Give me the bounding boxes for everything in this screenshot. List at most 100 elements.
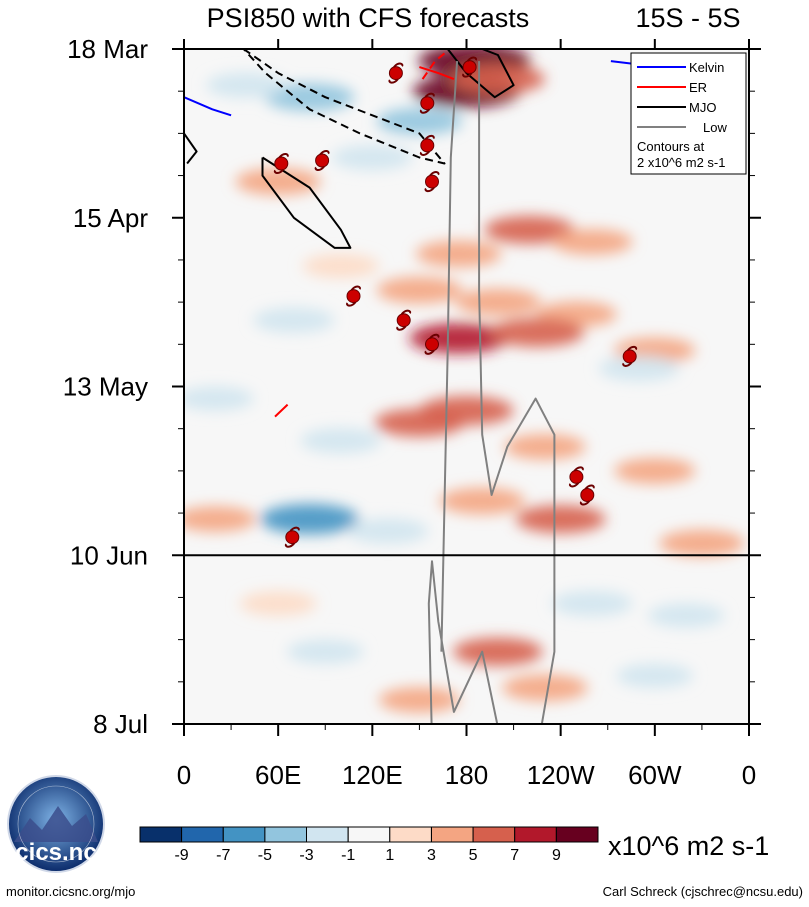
colorbar-level-label-5: 1 xyxy=(385,847,394,864)
colorbar-level-label-4: -1 xyxy=(341,847,355,864)
legend: Kelvin ER MJO Low Contours at 2 x10^6 m2… xyxy=(630,52,747,175)
anomaly-blob-22 xyxy=(374,408,465,437)
colorbar-segment-4 xyxy=(306,826,349,843)
storm-arm-top xyxy=(350,285,361,291)
colorbar-segment-10 xyxy=(555,826,599,843)
x-tick-label-1: 60E xyxy=(255,760,301,790)
anomaly-blob-9 xyxy=(551,229,633,255)
tropical-storm-symbol-2 xyxy=(419,134,435,156)
anomaly-blob-11 xyxy=(302,253,380,279)
legend-note-line-1: Contours at xyxy=(637,139,705,154)
storm-arm-top xyxy=(424,134,435,141)
anomaly-blob-10 xyxy=(415,240,502,268)
y-tick-label-1: 15 Apr xyxy=(73,203,149,233)
anomaly-blob-34 xyxy=(647,603,725,628)
storm-eye xyxy=(425,337,439,352)
storm-arm-bottom xyxy=(622,361,633,367)
tropical-storm-symbol-12 xyxy=(579,484,595,506)
anomaly-blob-19 xyxy=(598,355,680,382)
anomaly-blob-13 xyxy=(455,288,541,316)
colorbar-segment-8 xyxy=(472,826,516,843)
x-tick-label-6: 0 xyxy=(742,760,756,790)
tropical-storm-symbol-8 xyxy=(396,309,412,331)
storm-eye xyxy=(274,156,289,171)
tropical-storm-symbol-1 xyxy=(419,92,435,114)
anomaly-blob-6 xyxy=(376,107,463,135)
x-tick-label-5: 60W xyxy=(628,760,682,790)
colorbar-level-label-3: -3 xyxy=(299,847,313,864)
contour-low-9 xyxy=(440,61,459,652)
storm-arm-top xyxy=(278,153,289,159)
legend-box xyxy=(630,52,747,175)
legend-er-label: ER xyxy=(689,80,707,95)
anomaly-blob-31 xyxy=(184,506,256,532)
storm-eye xyxy=(569,469,584,484)
colorbar-level-label-8: 7 xyxy=(510,847,519,864)
storm-arm-top xyxy=(319,150,330,156)
contour-kelvin-0 xyxy=(184,96,232,117)
colorbar-segment-1 xyxy=(181,826,224,843)
tropical-storm-symbol-3 xyxy=(424,171,440,193)
storm-eye xyxy=(388,66,403,81)
legend-note-line-2: 2 x10^6 m2 s-1 xyxy=(637,155,725,170)
legend-mjo-label: MJO xyxy=(689,100,716,115)
storm-arm-bottom xyxy=(424,186,435,193)
storm-arm-top xyxy=(400,309,412,315)
x-tick-label-0: 0 xyxy=(177,760,191,790)
x-tick-label-2: 120E xyxy=(342,760,403,790)
storm-arm-bottom xyxy=(462,72,473,78)
colorbar-segment-0 xyxy=(139,826,183,843)
y-tick-label-4: 8 Jul xyxy=(93,709,148,739)
logo-ring xyxy=(17,785,95,863)
colorbar-segment-3 xyxy=(264,826,307,843)
colorbar-level-label-1: -7 xyxy=(216,847,230,864)
legend-kelvin-label: Kelvin xyxy=(689,60,724,75)
anomaly-blob-30 xyxy=(659,529,745,557)
storm-arm-bottom xyxy=(579,500,591,506)
y-tick-label-2: 13 May xyxy=(63,372,148,402)
y-tick-label-0: 18 Mar xyxy=(67,34,148,64)
storm-arm-bottom xyxy=(419,108,431,114)
colorbar-level-label-6: 3 xyxy=(427,847,436,864)
x-axis: 0 60E 120E 180 120W 60W 0 xyxy=(177,39,756,790)
anomaly-blob-24 xyxy=(300,427,382,454)
storm-eye xyxy=(622,349,637,364)
contour-mjo-8 xyxy=(261,156,352,249)
storm-arm-top xyxy=(393,62,404,68)
colorbar-segment-2 xyxy=(222,826,266,843)
colorbar-segment-5 xyxy=(347,826,391,843)
storm-arm-bottom xyxy=(424,349,435,355)
anomaly-blob-28 xyxy=(260,503,359,535)
storm-eye xyxy=(396,313,411,328)
storm-arm-bottom xyxy=(388,78,399,84)
storm-eye xyxy=(425,174,439,189)
anomaly-blob-29 xyxy=(347,518,429,544)
storm-arm-top xyxy=(584,484,595,490)
tropical-storm-symbol-13 xyxy=(284,526,300,548)
x-tick-label-3: 180 xyxy=(445,760,488,790)
contour-mjo-5 xyxy=(242,49,446,165)
anomaly-blob-37 xyxy=(378,687,460,713)
anomaly-blob-26 xyxy=(439,487,525,515)
storm-arm-bottom xyxy=(396,325,407,331)
anomaly-field xyxy=(184,49,745,713)
anomaly-blob-39 xyxy=(616,663,694,688)
anomaly-blob-27 xyxy=(515,505,606,534)
footer-url: monitor.cicsnc.org/mjo xyxy=(6,884,135,899)
tropical-storm-symbol-0 xyxy=(388,62,404,84)
anomaly-blob-20 xyxy=(184,386,254,411)
tropical-storm-symbol-9 xyxy=(424,333,440,355)
colorbar-level-label-2: -5 xyxy=(258,847,272,864)
anomaly-blob-5 xyxy=(235,168,321,196)
storm-arm-top xyxy=(424,92,435,98)
storm-arm-top xyxy=(429,171,440,177)
legend-low-label: Low xyxy=(703,120,727,135)
tropical-storm-symbol-11 xyxy=(568,466,584,488)
storm-arm-bottom xyxy=(346,301,357,307)
storm-eye xyxy=(346,289,361,304)
tropical-storm-symbol-10 xyxy=(622,345,638,367)
y-axis: 18 Mar 15 Apr 13 May 10 Jun 8 Jul xyxy=(63,34,761,739)
anomaly-blob-4 xyxy=(206,72,288,98)
chart-title: PSI850 with CFS forecasts xyxy=(207,3,530,33)
